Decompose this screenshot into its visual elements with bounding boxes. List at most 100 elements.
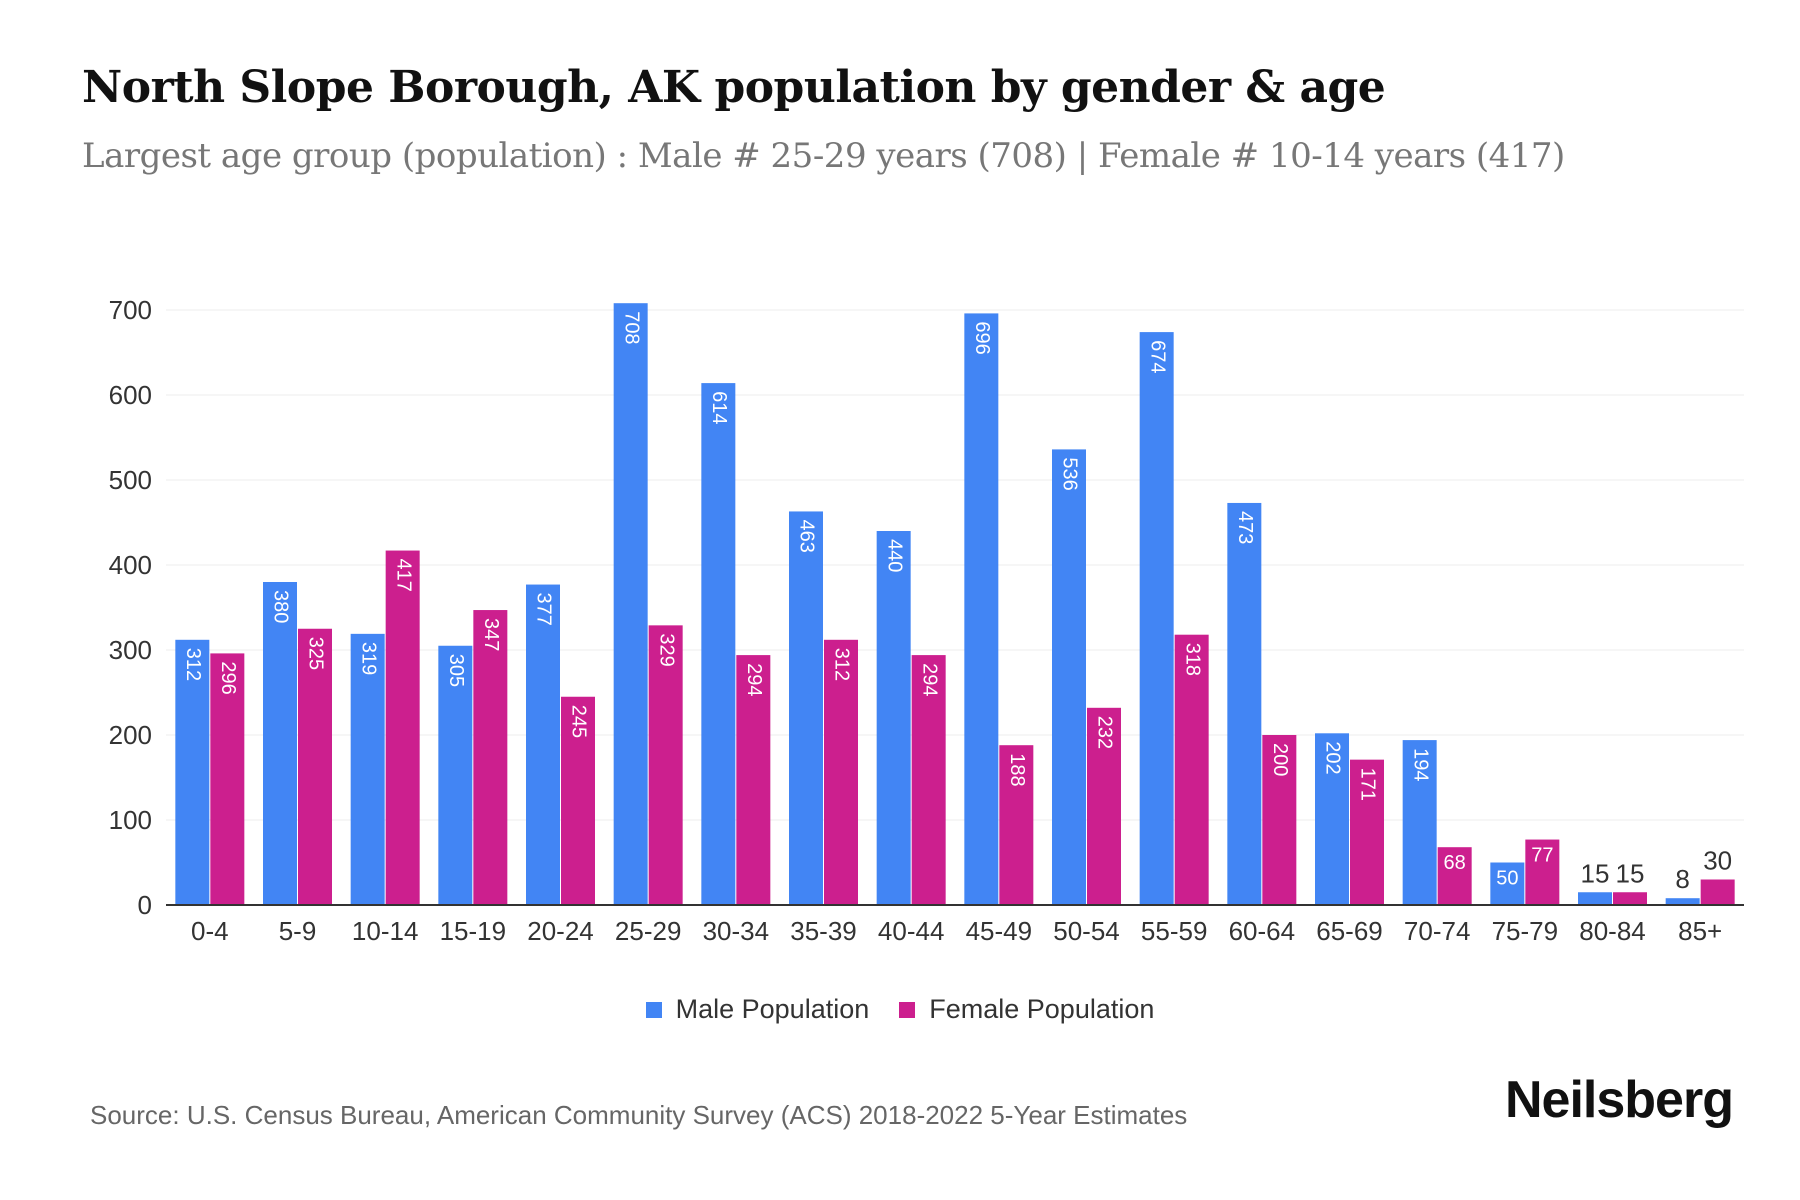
legend: Male Population Female Population: [0, 994, 1800, 1025]
data-label: 50: [1496, 868, 1518, 890]
data-label: 473: [1234, 511, 1256, 544]
x-tick-label: 15-19: [440, 916, 507, 946]
y-tick-label: 200: [109, 720, 152, 750]
data-label: 312: [831, 648, 853, 681]
data-label: 15: [1616, 858, 1645, 888]
bar-male: [789, 511, 823, 905]
data-label: 305: [445, 654, 467, 687]
bar-male: [1402, 740, 1437, 905]
x-tick-label: 55-59: [1141, 916, 1208, 946]
bar-female: [561, 696, 595, 905]
data-label: 377: [533, 593, 555, 626]
y-tick-label: 100: [109, 805, 152, 835]
data-label: 296: [217, 661, 239, 694]
data-label: 440: [883, 539, 905, 572]
data-label: 696: [971, 321, 993, 354]
bar-female: [473, 610, 508, 905]
bar-female: [1613, 892, 1647, 905]
bar-female: [1350, 759, 1384, 905]
x-tick-label: 35-39: [790, 916, 857, 946]
data-label: 8: [1675, 864, 1689, 894]
bar-female: [911, 655, 946, 905]
x-tick-label: 50-54: [1053, 916, 1120, 946]
bar-female: [1437, 847, 1472, 905]
bar-male: [438, 645, 473, 905]
bar-female: [1262, 735, 1297, 905]
bar-male: [1139, 332, 1174, 906]
bar-female: [1087, 707, 1121, 905]
data-label: 674: [1146, 340, 1168, 373]
legend-swatch-male: [645, 1001, 662, 1018]
x-tick-label: 80-84: [1579, 916, 1646, 946]
bar-female: [385, 550, 420, 905]
data-label: 708: [620, 311, 642, 344]
x-tick-label: 5-9: [279, 916, 317, 946]
y-tick-label: 300: [109, 635, 152, 665]
bar-male: [1578, 892, 1612, 905]
data-label: 329: [655, 633, 677, 666]
bar-female: [1174, 634, 1209, 905]
bar-male: [263, 582, 297, 905]
data-label: 15: [1581, 858, 1610, 888]
y-tick-label: 500: [109, 465, 152, 495]
x-tick-label: 75-79: [1492, 916, 1559, 946]
x-tick-label: 40-44: [878, 916, 945, 946]
data-label: 77: [1531, 845, 1553, 867]
x-tick-label: 0-4: [191, 916, 229, 946]
bar-male: [1490, 862, 1525, 905]
legend-label-male: Male Population: [675, 994, 870, 1024]
data-label: 68: [1444, 852, 1466, 874]
data-label: 188: [1006, 753, 1028, 786]
bar-male: [613, 303, 648, 905]
bar-male: [876, 531, 911, 905]
legend-item-male[interactable]: Male Population: [645, 994, 870, 1025]
bar-female: [1700, 879, 1735, 905]
x-tick-label: 65-69: [1316, 916, 1383, 946]
data-label: 347: [480, 618, 502, 651]
legend-item-female[interactable]: Female Population: [899, 994, 1154, 1025]
bar-female: [298, 628, 332, 905]
data-label: 294: [918, 663, 940, 696]
x-tick-label: 30-34: [703, 916, 770, 946]
legend-label-female: Female Population: [929, 994, 1155, 1024]
bar-female: [1525, 839, 1560, 905]
bar-male: [701, 383, 736, 906]
data-label: 202: [1322, 741, 1344, 774]
data-label: 536: [1059, 457, 1081, 490]
chart-subtitle: Largest age group (population) : Male # …: [82, 136, 1565, 176]
data-label: 463: [796, 519, 818, 552]
data-label: 232: [1094, 716, 1116, 749]
x-tick-label: 85+: [1678, 916, 1722, 946]
y-tick-label: 400: [109, 550, 152, 580]
data-label: 194: [1409, 748, 1431, 781]
data-label: 319: [357, 642, 379, 675]
x-tick-label: 60-64: [1229, 916, 1296, 946]
bar-female: [824, 639, 858, 905]
bar-male: [175, 639, 210, 905]
data-label: 318: [1181, 643, 1203, 676]
x-tick-label: 45-49: [966, 916, 1033, 946]
y-tick-label: 0: [138, 890, 152, 920]
data-label: 312: [182, 648, 204, 681]
bar-male: [350, 633, 385, 905]
data-label: 245: [568, 705, 590, 738]
legend-swatch-female: [899, 1001, 916, 1018]
bar-male: [1052, 449, 1086, 905]
brand-logo: Neilsberg: [1505, 1071, 1734, 1129]
data-label: 380: [270, 590, 292, 623]
source-note: Source: U.S. Census Bureau, American Com…: [90, 1100, 1188, 1130]
bar-female: [999, 745, 1034, 905]
x-tick-label: 10-14: [352, 916, 419, 946]
x-tick-label: 25-29: [615, 916, 682, 946]
y-tick-label: 600: [109, 380, 152, 410]
bar-female: [648, 625, 683, 905]
bar-male: [1315, 733, 1349, 905]
chart-title: North Slope Borough, AK population by ge…: [82, 62, 1386, 113]
bar-male: [526, 584, 560, 905]
data-label: 614: [708, 391, 730, 424]
bar-female: [736, 655, 771, 905]
bar-male: [1227, 502, 1262, 905]
bar-male: [1665, 898, 1700, 905]
data-label: 200: [1269, 743, 1291, 776]
